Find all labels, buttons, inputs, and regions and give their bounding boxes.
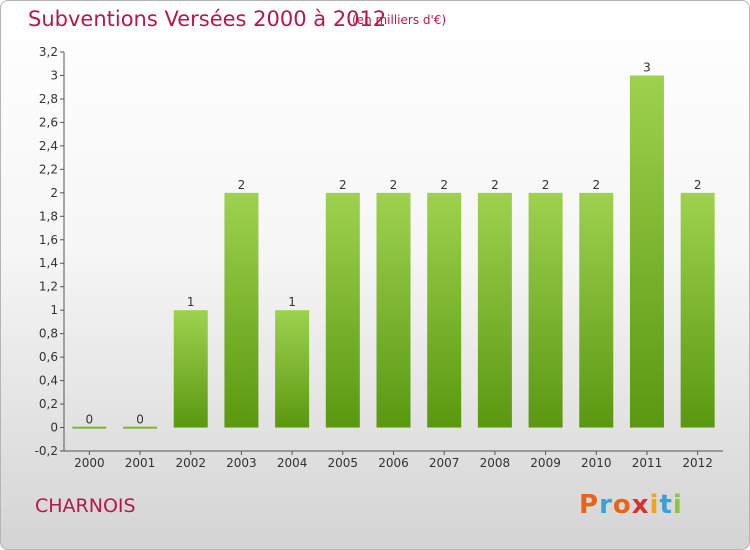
data-label-2012: 2 — [694, 178, 702, 192]
x-tick-label: 2011 — [632, 456, 663, 470]
chart-data-labels: 0 0 1 2 1 2 2 2 2 2 2 3 2 — [86, 60, 702, 426]
x-tick-label: 2005 — [328, 456, 359, 470]
y-tick-label: -0,2 — [35, 444, 58, 458]
x-tick-label: 2002 — [175, 456, 206, 470]
y-tick-label: 1,2 — [39, 280, 58, 294]
data-label-2009: 2 — [542, 178, 550, 192]
bar-2001 — [123, 426, 158, 429]
bar-2011 — [629, 75, 664, 428]
bar-2006 — [376, 192, 411, 428]
x-tick-label: 2001 — [125, 456, 156, 470]
bar-2005 — [325, 192, 360, 428]
x-tick-label: 2010 — [581, 456, 612, 470]
bar-2008 — [477, 192, 512, 428]
chart-bars — [72, 75, 715, 429]
y-tick-label: 0,2 — [39, 397, 58, 411]
bar-2009 — [528, 192, 563, 428]
y-tick-label: 2,6 — [39, 115, 58, 129]
data-label-2001: 0 — [136, 413, 144, 427]
y-tick-label: 2 — [50, 186, 58, 200]
y-tick-label: 0,4 — [39, 374, 58, 388]
logo-letter: i — [649, 490, 660, 520]
logo-letter: P — [579, 490, 600, 520]
proxiti-logo: Proxiti — [579, 490, 683, 520]
data-label-2006: 2 — [390, 178, 398, 192]
chart-axes: -0,2 0 0,2 0,4 0,6 0,8 1 1,2 1,4 1,6 1,8 2 2,2 2,4 2,6… — [35, 45, 723, 470]
y-tick-label: 0,6 — [39, 350, 58, 364]
data-label-2005: 2 — [339, 178, 347, 192]
y-tick-label: 1 — [50, 303, 58, 317]
data-label-2007: 2 — [440, 178, 448, 192]
bar-2007 — [427, 192, 462, 428]
x-tick-label: 2012 — [682, 456, 713, 470]
bar-2000 — [72, 426, 107, 429]
y-tick-label: 1,8 — [39, 209, 58, 223]
x-tick-label: 2009 — [530, 456, 561, 470]
data-label-2010: 2 — [592, 178, 600, 192]
logo-letter: o — [612, 490, 632, 520]
logo-letter: r — [599, 490, 613, 520]
data-label-2011: 3 — [643, 60, 651, 74]
bar-2003 — [224, 192, 259, 428]
y-tick-label: 0 — [50, 421, 58, 435]
x-tick-label: 2000 — [74, 456, 105, 470]
y-tick-label: 1,4 — [39, 256, 58, 270]
x-tick-label: 2004 — [277, 456, 308, 470]
data-label-2008: 2 — [491, 178, 499, 192]
bar-2002 — [173, 310, 208, 428]
commune-name: CHARNOIS — [35, 495, 136, 517]
data-label-2003: 2 — [238, 178, 246, 192]
y-tick-label: 3 — [50, 68, 58, 82]
y-tick-label: 0,8 — [39, 327, 58, 341]
y-tick-label: 2,8 — [39, 92, 58, 106]
x-tick-label: 2007 — [429, 456, 460, 470]
x-tick-label: 2006 — [378, 456, 409, 470]
x-tick-label: 2003 — [226, 456, 257, 470]
logo-letter: x — [631, 490, 650, 520]
data-label-2002: 1 — [187, 295, 195, 309]
data-label-2004: 1 — [288, 295, 296, 309]
x-tick-label: 2008 — [480, 456, 511, 470]
bar-2010 — [579, 192, 614, 428]
logo-letter: t — [659, 490, 673, 520]
y-tick-label: 1,6 — [39, 233, 58, 247]
logo-letter: i — [672, 490, 683, 520]
y-tick-label: 2,2 — [39, 162, 58, 176]
chart-unit: (en milliers d'€) — [352, 13, 447, 27]
y-tick-label: 3,2 — [39, 45, 58, 59]
bar-2004 — [275, 310, 310, 428]
bar-2012 — [680, 192, 715, 428]
chart-title: Subventions Versées 2000 à 2012 — [28, 7, 387, 31]
data-label-2000: 0 — [86, 413, 94, 427]
y-tick-label: 2,4 — [39, 139, 58, 153]
